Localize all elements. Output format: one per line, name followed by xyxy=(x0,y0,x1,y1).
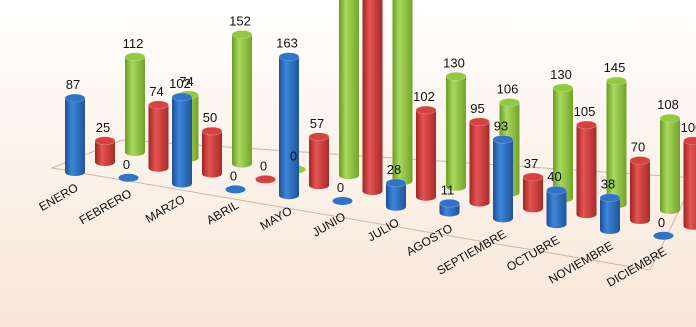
data-label: 163 xyxy=(276,36,298,51)
bar-green-octubre xyxy=(606,76,627,209)
data-label: 70 xyxy=(631,140,645,155)
bar-green-junio xyxy=(392,0,413,185)
bar-red-septiembre xyxy=(522,172,544,213)
bar-blue-julio xyxy=(385,178,407,211)
data-label: 0 xyxy=(260,158,267,173)
data-label: 0 xyxy=(290,148,297,163)
bar-blue-marzo xyxy=(171,92,193,188)
data-label: 40 xyxy=(547,169,561,184)
bar-red-junio xyxy=(362,0,383,195)
data-label: 25 xyxy=(96,120,110,135)
data-label: 0 xyxy=(337,180,344,195)
bar-red-octubre xyxy=(576,120,597,219)
data-label: 50 xyxy=(203,110,217,125)
bar-green-julio xyxy=(445,72,467,191)
category-label: MAYO xyxy=(258,204,295,233)
bar-red-febrero xyxy=(148,100,169,172)
data-label: 152 xyxy=(229,13,251,28)
category-label: FEBRERO xyxy=(77,186,134,227)
data-label: 145 xyxy=(604,60,626,75)
category-label: ABRIL xyxy=(204,198,241,228)
data-label: 57 xyxy=(310,116,324,131)
data-label: 38 xyxy=(601,177,615,192)
data-label: 0 xyxy=(658,215,665,230)
bar-red-julio xyxy=(415,105,437,201)
data-label: 100 xyxy=(681,120,696,135)
bar-blue-octubre xyxy=(546,185,567,229)
bar-red-enero xyxy=(94,136,116,166)
bar-red-diciembre xyxy=(683,136,696,230)
bar-blue-septiembre xyxy=(492,135,514,223)
data-label: 112 xyxy=(123,36,144,51)
category-label: ENERO xyxy=(37,180,81,213)
bar-green-marzo xyxy=(231,30,253,168)
bar-green-mayo xyxy=(339,0,359,180)
data-label: 28 xyxy=(387,162,401,177)
bar-blue-noviembre xyxy=(599,193,621,234)
data-label: 74 xyxy=(149,84,163,99)
bar-red-marzo xyxy=(201,126,223,178)
category-label: AGOSTO xyxy=(404,221,455,259)
bar-blue-enero xyxy=(64,93,86,176)
data-label: 108 xyxy=(657,97,679,112)
data-label: 130 xyxy=(550,67,572,82)
bar-blue-agosto xyxy=(439,198,460,217)
data-label: 87 xyxy=(66,77,80,92)
chart-bars xyxy=(64,0,696,240)
data-label: 105 xyxy=(574,104,596,119)
data-label: 130 xyxy=(443,55,465,70)
category-label: JULIO xyxy=(365,215,401,244)
category-label: MARZO xyxy=(143,192,188,226)
data-label: 95 xyxy=(470,101,484,116)
data-label: 106 xyxy=(497,82,519,97)
data-label: 102 xyxy=(413,89,435,104)
bar-red-agosto xyxy=(469,117,490,207)
bar-red-mayo xyxy=(308,132,330,190)
data-label: 102 xyxy=(169,76,191,91)
bar-red-noviembre xyxy=(629,156,651,224)
category-label: JUNIO xyxy=(310,209,348,239)
bar-blue-mayo xyxy=(278,52,300,200)
data-label: 74 xyxy=(179,74,193,89)
bar-green-noviembre xyxy=(659,113,681,214)
data-label: 37 xyxy=(524,156,538,171)
data-label: 11 xyxy=(441,182,455,197)
bar-green-enero xyxy=(124,52,146,156)
bar-blue-diciembre xyxy=(653,231,674,240)
bar-blue-febrero xyxy=(118,173,139,182)
data-label: 0 xyxy=(123,157,130,172)
bar-blue-junio xyxy=(332,197,353,205)
bar-green-septiembre xyxy=(552,83,574,203)
data-label: 0 xyxy=(230,168,237,183)
data-label: 93 xyxy=(494,118,508,133)
bar-red-abril xyxy=(255,175,276,184)
bar-blue-abril xyxy=(225,185,246,194)
